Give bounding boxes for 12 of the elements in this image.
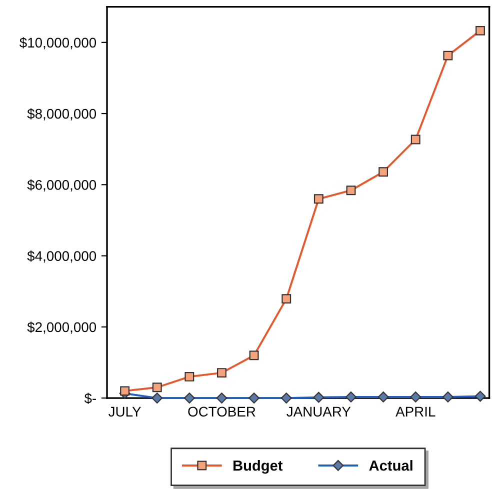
legend-label: Budget	[234, 460, 283, 474]
x-tick-label: OCTOBER	[188, 406, 256, 417]
y-tick-label: $-	[84, 392, 96, 404]
x-tick-label: APRIL	[396, 406, 436, 416]
y-tick-label: $10,000,000	[20, 37, 96, 50]
y-tick-label: $6,000,000	[27, 179, 96, 192]
x-tick-label: JANUARY	[286, 406, 351, 417]
y-tick-label: $8,000,000	[27, 108, 96, 120]
legend-label: Actual	[369, 460, 412, 471]
y-tick-label: $2,000,000	[27, 322, 96, 334]
y-tick-label: $4,000,000	[27, 250, 96, 263]
x-tick-label: JULY	[108, 406, 141, 417]
